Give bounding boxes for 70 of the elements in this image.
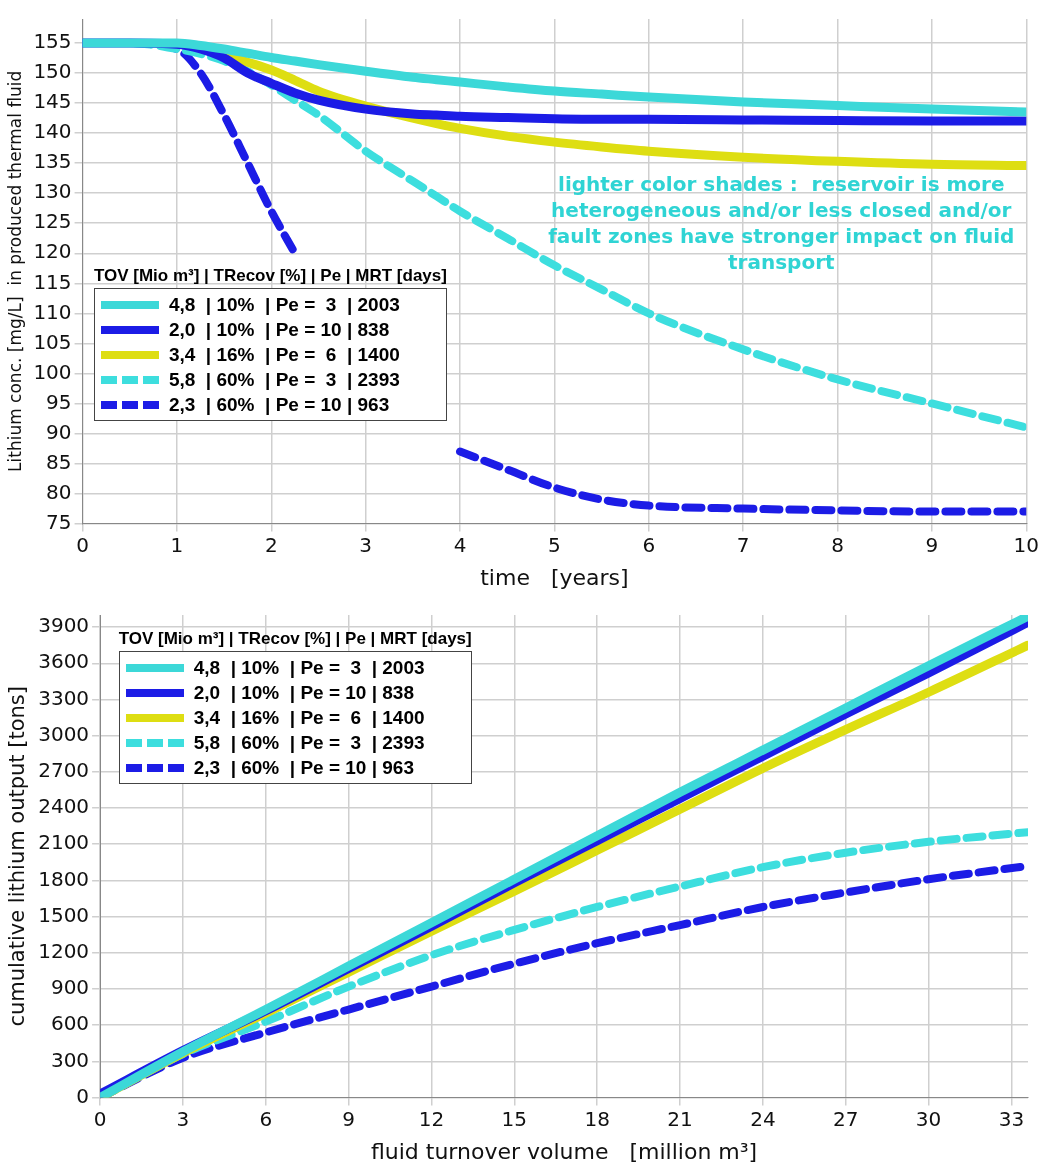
- legend-label: 4,8 | 10% | Pe = 3 | 2003: [193, 656, 425, 679]
- y-tick-label: 1200: [38, 939, 90, 964]
- y-tick-label: 100: [33, 359, 72, 384]
- legend-label: 3,4 | 16% | Pe = 6 | 1400: [193, 706, 425, 729]
- x-tick-label: 30: [915, 1106, 942, 1131]
- y-tick-label: 3300: [38, 685, 90, 710]
- legend-label: 2,3 | 60% | Pe = 10 | 963: [193, 756, 415, 779]
- y-tick-label: 2400: [38, 794, 90, 819]
- y-tick-label: 140: [33, 119, 72, 144]
- y-tick-label: 2700: [38, 758, 90, 783]
- x-tick-label: 21: [667, 1106, 693, 1131]
- y-tick-label: 90: [46, 419, 72, 444]
- y-tick-label: 1500: [38, 902, 90, 927]
- x-axis-title: time [years]: [480, 564, 629, 590]
- x-tick-label: 6: [642, 532, 656, 557]
- y-tick-label: 0: [76, 1083, 90, 1108]
- x-tick-label: 2: [264, 532, 278, 557]
- x-tick-label: 9: [342, 1106, 356, 1131]
- legend-title: TOV [Mio m³] | TRecov [%] | Pe | MRT [days]: [93, 266, 447, 287]
- annotation: lighter color shades : reservoir is more heterogeneous and/or less closed and/or fault zones have stronger impact on fluid transport: [548, 171, 1015, 274]
- y-tick-label: 80: [46, 479, 72, 504]
- legend-label: 4,8 | 10% | Pe = 3 | 2003: [168, 293, 400, 316]
- y-tick-label: 300: [50, 1047, 90, 1072]
- x-tick-label: 1: [170, 532, 184, 557]
- y-tick-label: 75: [46, 509, 72, 534]
- legend-label: 2,0 | 10% | Pe = 10 | 838: [193, 681, 415, 704]
- x-axis-title: fluid turnover volume [million m³]: [370, 1138, 758, 1164]
- legend-label: 2,3 | 60% | Pe = 10 | 963: [168, 393, 390, 416]
- y-tick-label: 130: [33, 179, 72, 204]
- y-tick-label: 150: [33, 59, 72, 84]
- x-tick-label: 10: [1013, 532, 1039, 557]
- y-tick-label: 120: [33, 239, 72, 264]
- y-tick-label: 125: [33, 209, 72, 234]
- legend-label: 5,8 | 60% | Pe = 3 | 2393: [168, 368, 400, 391]
- x-tick-label: 0: [93, 1106, 107, 1131]
- legend-label: 5,8 | 60% | Pe = 3 | 2393: [193, 731, 425, 754]
- x-tick-label: 7: [736, 532, 750, 557]
- x-tick-label: 24: [750, 1106, 776, 1131]
- x-tick-label: 15: [501, 1106, 528, 1131]
- legend-label: 2,0 | 10% | Pe = 10 | 838: [168, 318, 390, 341]
- y-tick-label: 3900: [38, 613, 90, 638]
- y-tick-label: 600: [50, 1011, 90, 1036]
- y-tick-label: 145: [33, 89, 72, 114]
- y-tick-label: 85: [46, 449, 72, 474]
- y-axis-title: Lithium conc. [mg/L] in produced thermal fluid: [4, 70, 25, 472]
- x-tick-label: 33: [998, 1106, 1025, 1131]
- x-tick-label: 12: [418, 1106, 445, 1131]
- x-tick-label: 18: [584, 1106, 610, 1131]
- x-tick-label: 27: [833, 1106, 859, 1131]
- legend-title: TOV [Mio m³] | TRecov [%] | Pe | MRT [days]: [118, 629, 472, 650]
- x-tick-label: 4: [453, 532, 467, 557]
- x-tick-label: 9: [925, 532, 939, 557]
- x-tick-label: 5: [548, 532, 561, 557]
- y-tick-label: 1800: [38, 866, 90, 891]
- x-tick-label: 8: [831, 532, 844, 557]
- x-tick-label: 3: [176, 1106, 190, 1131]
- y-axis-title: cumulative lithium output [tons]: [5, 686, 30, 1027]
- y-tick-label: 110: [33, 299, 72, 324]
- y-tick-label: 135: [33, 149, 72, 174]
- y-tick-label: 2100: [38, 830, 90, 855]
- y-tick-label: 3000: [38, 721, 90, 746]
- x-tick-label: 3: [359, 532, 373, 557]
- y-tick-label: 900: [50, 975, 90, 1000]
- y-tick-label: 115: [33, 269, 72, 294]
- y-tick-label: 95: [46, 389, 72, 414]
- x-tick-label: 6: [259, 1106, 273, 1131]
- y-tick-label: 105: [33, 329, 72, 354]
- y-tick-label: 3600: [38, 649, 90, 674]
- y-tick-label: 155: [33, 29, 72, 54]
- legend-label: 3,4 | 16% | Pe = 6 | 1400: [168, 343, 400, 366]
